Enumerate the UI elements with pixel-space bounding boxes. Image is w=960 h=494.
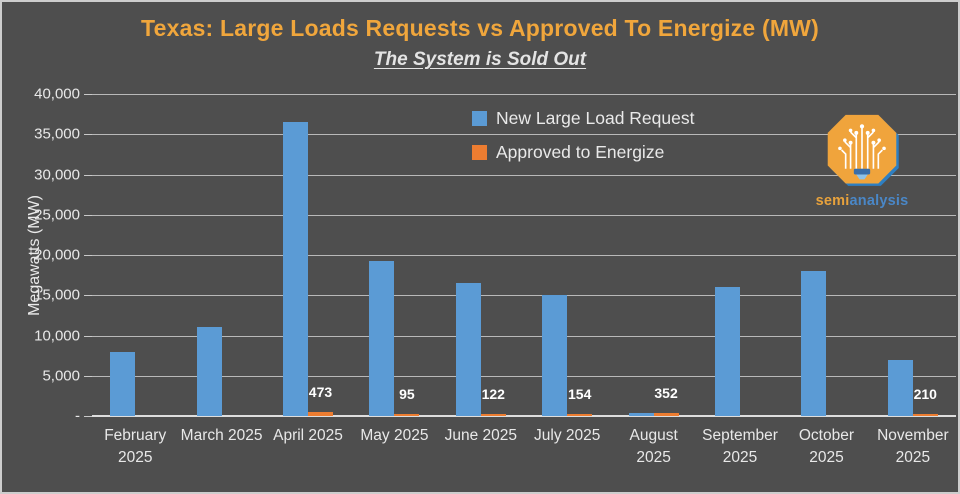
logo-word-semi: semi: [815, 193, 850, 209]
bar-group-june-2025: 122: [438, 94, 524, 416]
y-axis-tick: [84, 255, 92, 256]
bar-new-large-load-request: [628, 412, 654, 416]
gridline: [92, 214, 956, 216]
bar-approved-to-energize: 473: [307, 384, 333, 416]
y-tick-label: 25,000: [34, 206, 80, 224]
chart-subtitle: The System is Sold Out: [373, 49, 587, 70]
legend: New Large Load Request Approved to Energ…: [472, 108, 694, 163]
bar-new-large-load-request: [369, 261, 395, 416]
y-axis-tick: [84, 174, 92, 176]
data-label-approved: 352: [654, 385, 678, 402]
plot-area: 473 95 122 154 352 210: [84, 94, 956, 417]
y-axis-tick: [84, 94, 92, 95]
orange-swatch-icon: [472, 145, 487, 160]
bar-group-march-2025: [178, 94, 264, 416]
x-tick-label: February 2025: [104, 427, 167, 466]
bar-new-large-load-request: [714, 287, 740, 416]
x-tick-label: March 2025: [180, 427, 263, 444]
y-axis-tick: [84, 335, 92, 337]
x-axis-tick-labels: February 2025 March 2025 April 2025 May 202…: [92, 425, 956, 469]
blue-swatch-icon: [472, 111, 487, 126]
y-tick-label: 10,000: [34, 327, 80, 344]
y-axis-tick: [84, 134, 92, 136]
data-label-approved: 122: [481, 385, 505, 402]
semianalysis-wordmark: semianalysis: [814, 193, 910, 209]
bar-group-february-2025: [92, 94, 178, 416]
legend-item-new-large-load-request: New Large Load Request: [472, 108, 694, 129]
x-tick-label: July 2025: [534, 427, 601, 444]
gridline: [92, 375, 956, 377]
data-label-approved: 95: [399, 385, 415, 402]
data-label-approved: 154: [568, 385, 592, 402]
y-tick-label: 35,000: [34, 125, 80, 143]
y-tick-label: 15,000: [34, 286, 80, 304]
y-tick-label: 20,000: [34, 246, 80, 264]
y-axis-tick: [84, 214, 92, 216]
bar-group-april-2025: 473: [265, 94, 351, 416]
logo-word-analysis: analysis: [849, 193, 909, 209]
bar-approved-to-energize: 210: [912, 386, 938, 416]
y-tick-label: 5,000: [42, 367, 80, 385]
chart-title: Texas: Large Loads Requests vs Approved …: [141, 15, 819, 41]
gridline: [92, 335, 956, 337]
x-tick-label: November 2025: [877, 427, 949, 466]
bar-group-august-2025: 352: [610, 94, 696, 416]
bar-new-large-load-request: [542, 295, 568, 416]
x-tick-label: May 2025: [360, 427, 429, 444]
x-tick-label: September 2025: [702, 427, 778, 466]
data-label-approved: 210: [913, 385, 937, 402]
y-tick-label: 30,000: [34, 166, 80, 183]
bar-group-july-2025: 154: [524, 94, 610, 416]
semianalysis-logo: semianalysis: [814, 110, 910, 209]
bar-approved-to-energize: 122: [480, 386, 506, 416]
gridline: [92, 94, 956, 95]
x-tick-label: August 2025: [629, 427, 678, 466]
x-tick-label: April 2025: [273, 427, 343, 444]
bar-group-october-2025: [783, 94, 869, 416]
bar-new-large-load-request: [887, 360, 913, 416]
bar-new-large-load-request: [455, 283, 481, 416]
semianalysis-octagon-icon: [827, 114, 899, 186]
gridline: [92, 255, 956, 256]
gridline: [92, 134, 956, 136]
x-tick-label: October 2025: [798, 427, 855, 466]
bar-approved-to-energize: 95: [394, 386, 420, 416]
y-axis-tick: [84, 295, 92, 297]
bar-group-september-2025: [697, 94, 783, 416]
y-axis-tick: [84, 375, 92, 377]
x-axis-line: [92, 415, 956, 417]
bar-approved-to-energize: 352: [653, 385, 679, 416]
bar-new-large-load-request: [801, 271, 827, 416]
legend-item-approved-to-energize: Approved to Energize: [472, 142, 694, 163]
bar-approved-to-energize: 154: [567, 386, 593, 416]
bar-group-november-2025: 210: [870, 94, 956, 416]
y-axis-tick: [84, 416, 92, 417]
gridline: [92, 295, 956, 297]
data-label-approved: 473: [308, 384, 333, 401]
x-tick-label: June 2025: [444, 427, 518, 444]
bar-new-large-load-request: [196, 327, 222, 416]
y-tick-label: 40,000: [34, 85, 80, 103]
bar-new-large-load-request: [282, 122, 308, 416]
y-tick-label: -: [75, 407, 80, 425]
bar-group-may-2025: 95: [351, 94, 437, 416]
bar-new-large-load-request: [110, 351, 136, 416]
gridline: [92, 174, 956, 176]
y-axis-tick-labels: 40,000 35,000 30,000 25,000 20,000 15,000 10,0…: [2, 86, 80, 425]
